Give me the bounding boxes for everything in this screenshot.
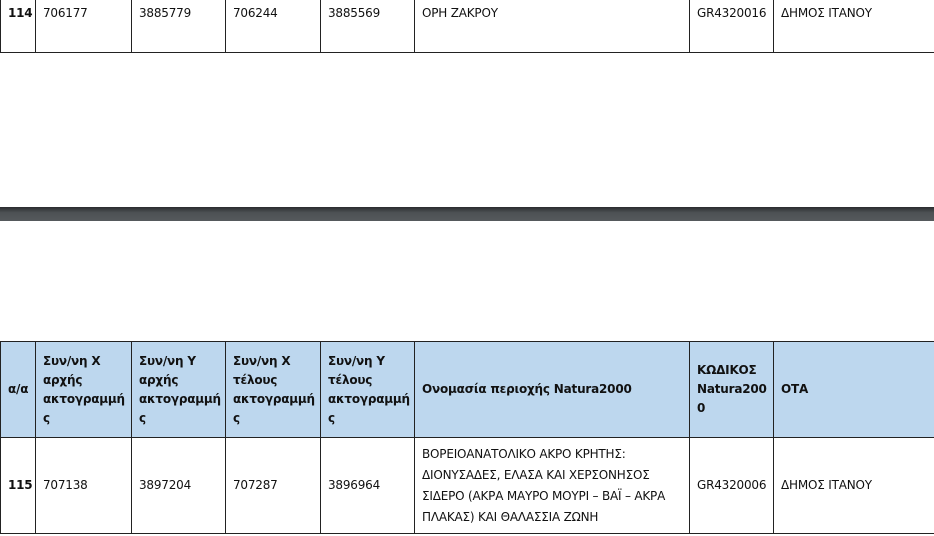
header-aa: α/α	[0, 341, 36, 438]
header-y-end: Συν/νη Υ τέλους ακτογραμμή ς	[320, 341, 415, 438]
y-start: 3897204	[131, 437, 226, 534]
header-ota: ΟΤΑ	[773, 341, 934, 438]
page-separator	[0, 207, 934, 221]
natura-code: GR4320016	[689, 0, 774, 53]
coastline-table-top: 114 706177 3885779 706244 3885569 ΟΡΗ ΖΑ…	[0, 0, 934, 53]
x-start: 706177	[35, 0, 132, 53]
y-start: 3885779	[131, 0, 226, 53]
y-end: 3896964	[320, 437, 415, 534]
y-end: 3885569	[320, 0, 415, 53]
ota: ΔΗΜΟΣ ΙΤΑΝΟΥ	[773, 0, 934, 53]
header-name: Ονομασία περιοχής Natura2000	[414, 341, 690, 438]
natura-code: GR4320006	[689, 437, 774, 534]
row-number: 115	[0, 437, 36, 534]
table-row: 114 706177 3885779 706244 3885569 ΟΡΗ ΖΑ…	[0, 0, 934, 53]
header-code: ΚΩΔΙΚΟΣ Natura200 0	[689, 341, 774, 438]
row-number: 114	[0, 0, 36, 53]
x-end: 706244	[225, 0, 321, 53]
header-y-start: Συν/νη Υ αρχής ακτογραμμή ς	[131, 341, 226, 438]
header-x-start: Συν/νη Χ αρχής ακτογραμμή ς	[35, 341, 132, 438]
table-row: 115 707138 3897204 707287 3896964 ΒΟΡΕΙΟ…	[0, 437, 934, 534]
header-x-end: Συν/νη Χ τέλους ακτογραμμή ς	[225, 341, 321, 438]
x-start: 707138	[35, 437, 132, 534]
x-end: 707287	[225, 437, 321, 534]
natura-area-name: ΟΡΗ ΖΑΚΡΟΥ	[414, 0, 690, 53]
natura-area-name: ΒΟΡΕΙΟΑΝΑΤΟΛΙΚΟ ΑΚΡΟ ΚΡΗΤΗΣ: ΔΙΟΝΥΣΑΔΕΣ,…	[414, 437, 690, 534]
table-header-row: α/α Συν/νη Χ αρχής ακτογραμμή ς Συν/νη Υ…	[0, 341, 934, 438]
ota: ΔΗΜΟΣ ΙΤΑΝΟΥ	[773, 437, 934, 534]
coastline-table-bottom: α/α Συν/νη Χ αρχής ακτογραμμή ς Συν/νη Υ…	[0, 341, 934, 534]
